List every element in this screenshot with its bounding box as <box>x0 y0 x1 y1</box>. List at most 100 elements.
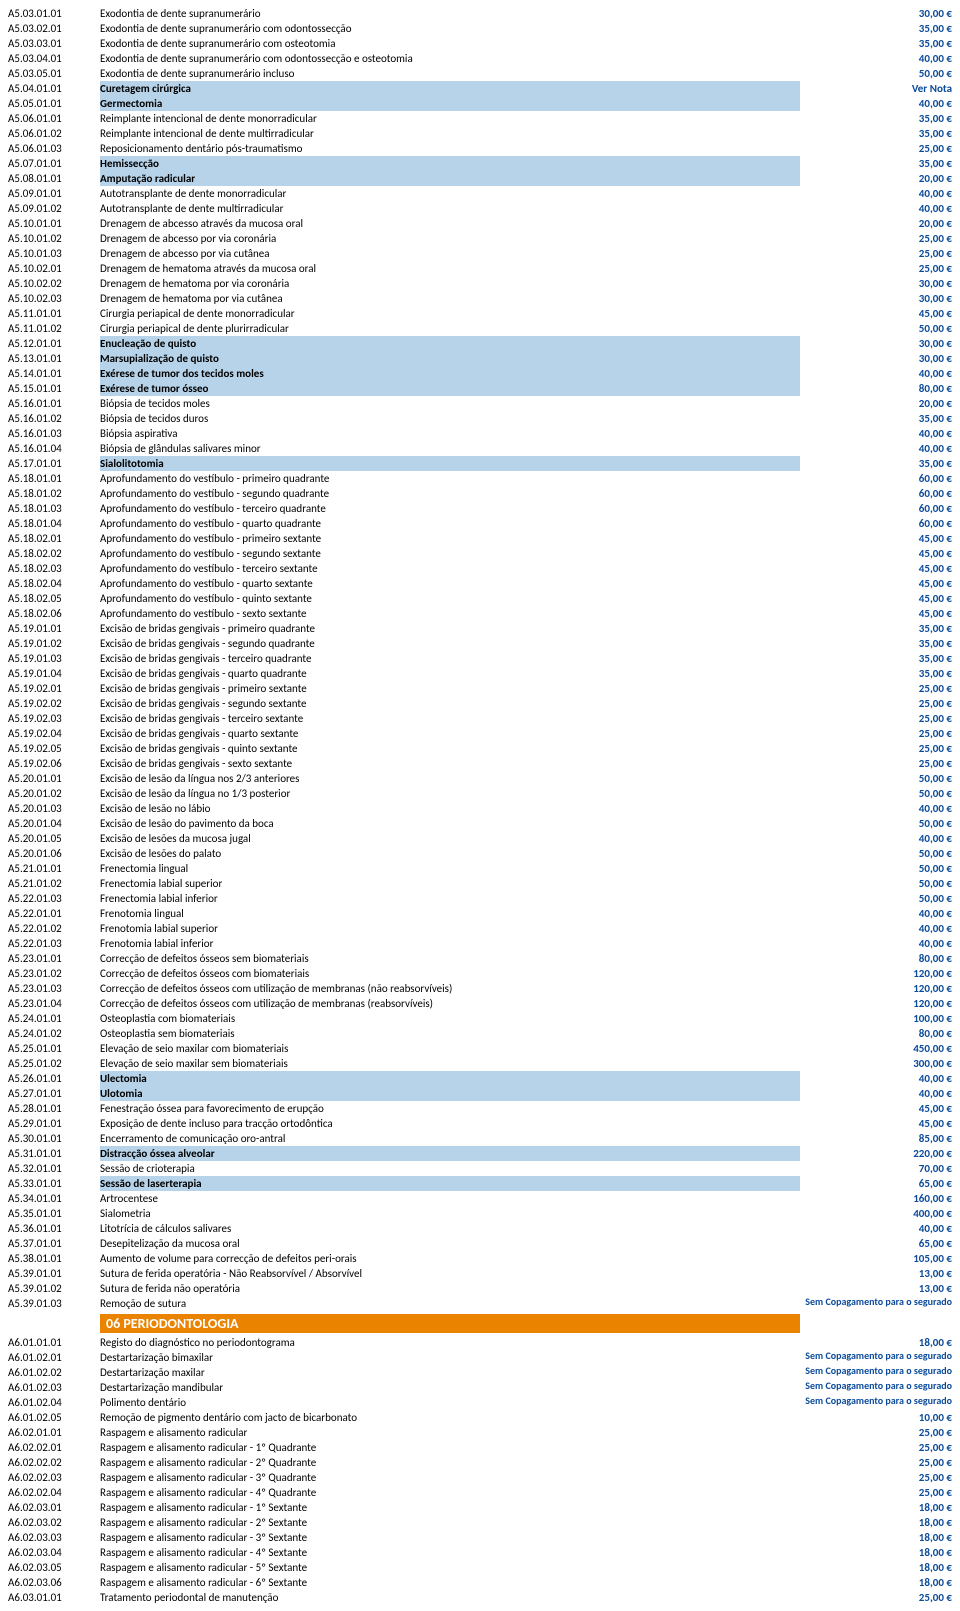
row-code: A5.18.01.03 <box>8 501 100 516</box>
row-price: 40,00 € <box>800 186 952 201</box>
row-description: Aprofundamento do vestíbulo - quarto sex… <box>100 576 800 591</box>
table-row: A5.28.01.01Fenestração óssea para favore… <box>8 1101 952 1116</box>
row-price: 35,00 € <box>800 21 952 36</box>
table-row: A5.09.01.01Autotransplante de dente mono… <box>8 186 952 201</box>
row-description: Drenagem de hematoma através da mucosa o… <box>100 261 800 276</box>
table-row: A5.14.01.01Exérese de tumor dos tecidos … <box>8 366 952 381</box>
row-code: A5.08.01.01 <box>8 171 100 186</box>
row-description: Amputação radicular <box>100 171 800 186</box>
row-price: 40,00 € <box>800 801 952 816</box>
table-row: A5.34.01.01Artrocentese160,00 € <box>8 1191 952 1206</box>
row-description: Frenotomia labial superior <box>100 921 800 936</box>
row-price: 40,00 € <box>800 51 952 66</box>
row-description: Osteoplastia sem biomateriais <box>100 1026 800 1041</box>
row-description: Osteoplastia com biomateriais <box>100 1011 800 1026</box>
table-row: A5.16.01.04Biópsia de glândulas salivare… <box>8 441 952 456</box>
row-price: 20,00 € <box>800 171 952 186</box>
row-description: Frenectomia labial superior <box>100 876 800 891</box>
row-price: Sem Copagamento para o segurado <box>800 1365 952 1377</box>
row-code: A5.19.02.03 <box>8 711 100 726</box>
row-price: 120,00 € <box>800 996 952 1011</box>
row-code: A5.06.01.02 <box>8 126 100 141</box>
row-price: 35,00 € <box>800 126 952 141</box>
row-description: Drenagem de abcesso através da mucosa or… <box>100 216 800 231</box>
table-row: A6.02.03.02Raspagem e alisamento radicul… <box>8 1515 952 1530</box>
table-row: A5.15.01.01Exérese de tumor ósseo80,00 € <box>8 381 952 396</box>
row-description: Sialometria <box>100 1206 800 1221</box>
row-code: A5.06.01.01 <box>8 111 100 126</box>
row-description: Raspagem e alisamento radicular - 3º Qua… <box>100 1470 800 1485</box>
row-price: 35,00 € <box>800 111 952 126</box>
table-row: A6.01.02.02Destartarização maxilarSem Co… <box>8 1365 952 1380</box>
table-row: A5.37.01.01Desepitelização da mucosa ora… <box>8 1236 952 1251</box>
row-price: 25,00 € <box>800 741 952 756</box>
table-row: A5.03.04.01Exodontia de dente supranumer… <box>8 51 952 66</box>
row-description: Excisão de lesão da língua nos 2/3 anter… <box>100 771 800 786</box>
table-row: A5.20.01.05Excisão de lesões da mucosa j… <box>8 831 952 846</box>
table-row: A6.01.02.04Polimento dentárioSem Copagam… <box>8 1395 952 1410</box>
row-description: Ulectomia <box>100 1071 800 1086</box>
row-code: A5.24.01.02 <box>8 1026 100 1041</box>
row-price: 18,00 € <box>800 1500 952 1515</box>
row-code: A6.02.02.02 <box>8 1455 100 1470</box>
row-code: A5.34.01.01 <box>8 1191 100 1206</box>
table-row: A5.03.01.01Exodontia de dente supranumer… <box>8 6 952 21</box>
row-description: Raspagem e alisamento radicular - 4º Sex… <box>100 1545 800 1560</box>
row-price: 18,00 € <box>800 1530 952 1545</box>
row-description: Destartarização mandibular <box>100 1380 800 1395</box>
row-price: 50,00 € <box>800 321 952 336</box>
row-description: Biópsia de glândulas salivares minor <box>100 441 800 456</box>
row-code: A5.19.02.01 <box>8 681 100 696</box>
row-price: 300,00 € <box>800 1056 952 1071</box>
row-description: Elevação de seio maxilar com biomateriai… <box>100 1041 800 1056</box>
row-code: A5.16.01.03 <box>8 426 100 441</box>
row-price: 60,00 € <box>800 501 952 516</box>
table-row: A5.30.01.01Encerramento de comunicação o… <box>8 1131 952 1146</box>
table-row: A6.01.02.01Destartarização bimaxilarSem … <box>8 1350 952 1365</box>
table-row: A5.13.01.01Marsupialização de quisto30,0… <box>8 351 952 366</box>
row-code: A5.27.01.01 <box>8 1086 100 1101</box>
row-description: Excisão de bridas gengivais - quinto sex… <box>100 741 800 756</box>
row-price: 80,00 € <box>800 1026 952 1041</box>
row-code: A5.23.01.04 <box>8 996 100 1011</box>
row-price: 25,00 € <box>800 681 952 696</box>
row-code: A5.03.01.01 <box>8 6 100 21</box>
row-code: A6.01.02.01 <box>8 1350 100 1365</box>
row-description: Drenagem de abcesso por via coronária <box>100 231 800 246</box>
row-price: 60,00 € <box>800 486 952 501</box>
row-price: 25,00 € <box>800 1455 952 1470</box>
row-price: 50,00 € <box>800 786 952 801</box>
row-code: A5.24.01.01 <box>8 1011 100 1026</box>
row-description: Raspagem e alisamento radicular - 2º Sex… <box>100 1515 800 1530</box>
table-row: A5.18.01.01Aprofundamento do vestíbulo -… <box>8 471 952 486</box>
table-row: A5.10.01.03Drenagem de abcesso por via c… <box>8 246 952 261</box>
row-description: Excisão de bridas gengivais - segundo qu… <box>100 636 800 651</box>
table-row: A5.04.01.01Curetagem cirúrgicaVer Nota <box>8 81 952 96</box>
row-price: 40,00 € <box>800 201 952 216</box>
table-row: A5.33.01.01Sessão de laserterapia65,00 € <box>8 1176 952 1191</box>
row-description: Aprofundamento do vestíbulo - primeiro q… <box>100 471 800 486</box>
row-price: 40,00 € <box>800 366 952 381</box>
row-code: A5.13.01.01 <box>8 351 100 366</box>
row-code: A6.02.03.02 <box>8 1515 100 1530</box>
row-code: A5.18.02.02 <box>8 546 100 561</box>
row-description: Sutura de ferida não operatória <box>100 1281 800 1296</box>
row-description: Aprofundamento do vestíbulo - segundo se… <box>100 546 800 561</box>
row-price: 50,00 € <box>800 771 952 786</box>
row-code: A5.06.01.03 <box>8 141 100 156</box>
row-code: A5.16.01.02 <box>8 411 100 426</box>
row-price: 50,00 € <box>800 861 952 876</box>
row-price: 45,00 € <box>800 591 952 606</box>
row-price: 120,00 € <box>800 966 952 981</box>
table-row: A5.23.01.01Correcção de defeitos ósseos … <box>8 951 952 966</box>
table-row: A5.38.01.01Aumento de volume para correc… <box>8 1251 952 1266</box>
row-code: A5.33.01.01 <box>8 1176 100 1191</box>
row-description: Aprofundamento do vestíbulo - quarto qua… <box>100 516 800 531</box>
row-price: 120,00 € <box>800 981 952 996</box>
row-price: 40,00 € <box>800 921 952 936</box>
row-price: 50,00 € <box>800 66 952 81</box>
row-price: 10,00 € <box>800 1410 952 1425</box>
table-row: A5.06.01.02Reimplante intencional de den… <box>8 126 952 141</box>
row-price: 80,00 € <box>800 951 952 966</box>
row-description: Raspagem e alisamento radicular - 5º Sex… <box>100 1560 800 1575</box>
